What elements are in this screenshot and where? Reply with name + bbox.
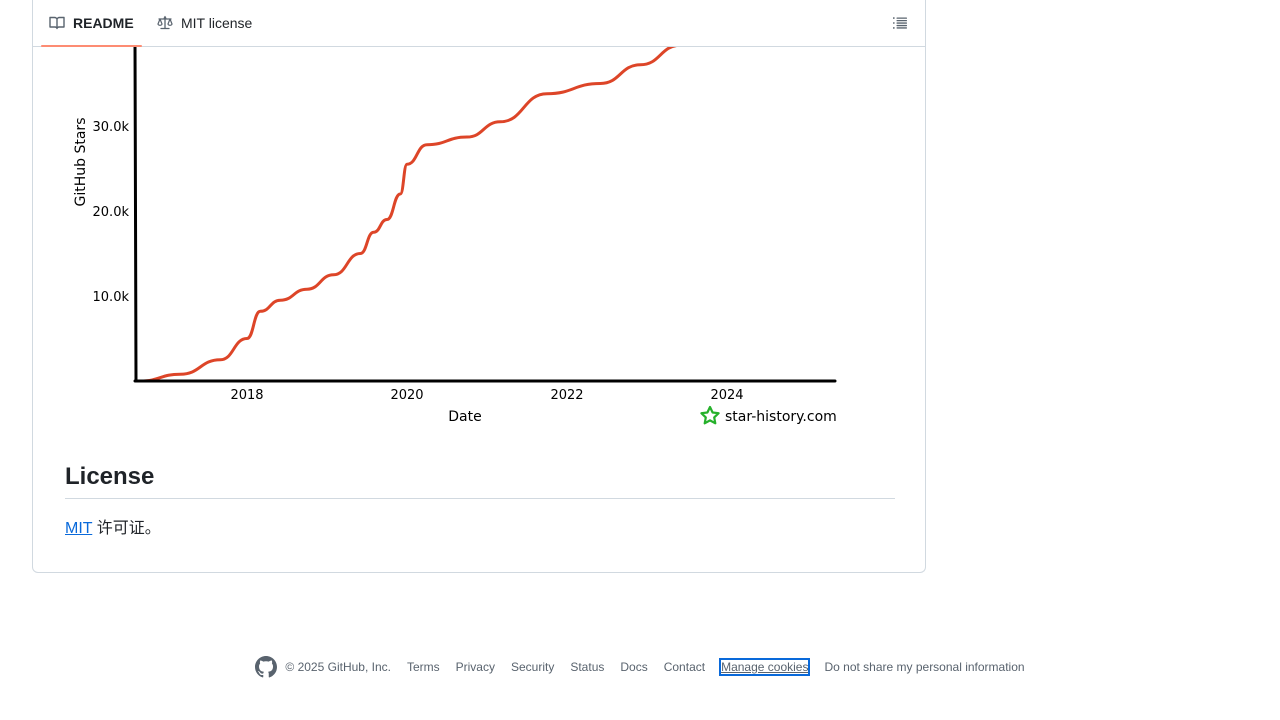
license-rest-text: 许可证。 <box>92 520 161 537</box>
readme-tabbar: README MIT license <box>33 0 925 47</box>
footer-link-manage-cookies[interactable]: Manage cookies <box>719 658 811 676</box>
tab-mit-license[interactable]: MIT license <box>157 0 252 46</box>
tab-mit-license-label: MIT license <box>181 14 253 31</box>
star-history-svg: 10.0k 20.0k 30.0k 2018 2020 2022 2024 GitHub … <box>73 47 837 425</box>
x-tick-label: 2022 <box>550 388 583 403</box>
tab-readme-label: README <box>73 14 134 31</box>
list-unordered-icon <box>893 17 907 29</box>
footer-link-privacy[interactable]: Privacy <box>455 660 495 674</box>
footer-link-terms[interactable]: Terms <box>406 660 440 674</box>
license-heading: License <box>65 462 895 499</box>
mit-license-link[interactable]: MIT <box>65 520 93 537</box>
outline-button[interactable] <box>885 8 915 38</box>
x-tick-label: 2018 <box>230 388 263 403</box>
tab-readme[interactable]: README <box>41 0 142 47</box>
y-tick-label: 30.0k <box>93 120 130 135</box>
page-footer: © 2025 GitHub, Inc. Terms Privacy Securi… <box>0 654 1280 680</box>
chart-y-axis <box>133 47 138 383</box>
x-tick-label: 2020 <box>390 388 423 403</box>
y-tick-label: 20.0k <box>93 205 130 220</box>
star-history-logo-icon <box>700 405 720 425</box>
footer-link-docs[interactable]: Docs <box>620 660 648 674</box>
license-text: MIT 许可证。 <box>65 518 161 540</box>
x-tick-label: 2024 <box>710 388 743 403</box>
footer-link-security[interactable]: Security <box>510 660 555 674</box>
readme-panel: README MIT license <box>32 0 926 573</box>
star-history-chart: 10.0k 20.0k 30.0k 2018 2020 2022 2024 GitHub … <box>73 47 903 437</box>
footer-copyright: © 2025 GitHub, Inc. <box>285 660 391 674</box>
law-icon <box>157 15 173 29</box>
chart-watermark: star-history.com <box>725 409 837 425</box>
github-mark-icon[interactable] <box>255 656 278 678</box>
footer-link-contact[interactable]: Contact <box>663 660 706 674</box>
book-icon <box>49 16 65 29</box>
y-tick-label: 10.0k <box>93 290 130 305</box>
footer-link-do-not-share[interactable]: Do not share my personal information <box>824 660 1025 674</box>
chart-ylabel: GitHub Stars <box>73 118 89 207</box>
footer-link-status[interactable]: Status <box>570 660 605 674</box>
chart-xlabel: Date <box>448 409 481 425</box>
stars-series-line <box>138 47 679 383</box>
